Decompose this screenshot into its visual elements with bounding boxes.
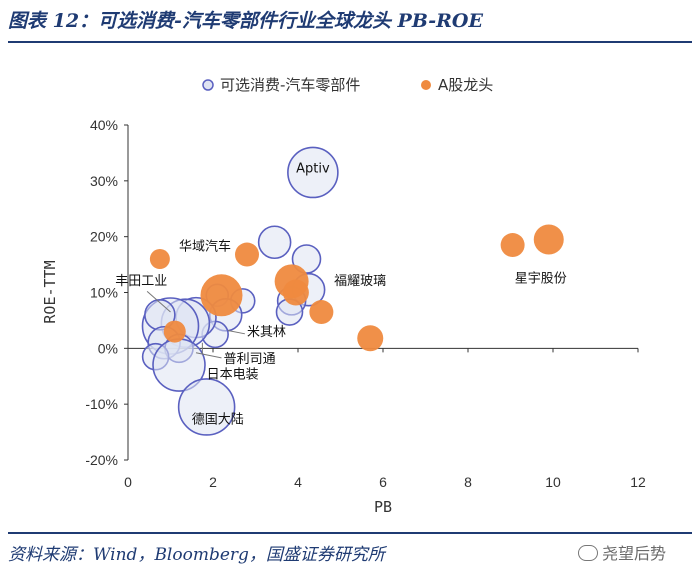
title-rule <box>8 41 692 43</box>
x-axis-title: PB <box>374 498 392 516</box>
a-share-bubble <box>149 249 170 269</box>
a-share-bubble <box>282 279 309 306</box>
a-share-bubble <box>357 325 384 352</box>
watermark-text: 尧望后势 <box>602 544 667 563</box>
y-tick-label: 30% <box>90 173 118 189</box>
global-leader-bubble <box>257 225 292 260</box>
point-label: Aptiv <box>296 161 330 176</box>
global-leader-bubble <box>177 378 236 436</box>
point-label: 星宇股份 <box>515 271 567 286</box>
a-share-bubble <box>533 224 564 255</box>
global-leader-bubble <box>291 244 322 274</box>
y-tick-label: -10% <box>85 396 118 412</box>
x-tick-label: 10 <box>545 474 561 490</box>
x-tick-label: 4 <box>294 474 302 490</box>
legend-label-global: 可选消费-汽车零部件 <box>220 76 360 94</box>
y-axis-title: ROE-TTM <box>41 260 59 323</box>
legend: 可选消费-汽车零部件 A股龙头 <box>202 76 493 94</box>
y-tick-label: 0% <box>98 340 118 356</box>
y-tick-label: 40% <box>90 117 118 133</box>
a-share-bubble <box>200 274 243 317</box>
a-share-bubble <box>500 233 525 258</box>
point-label: 日本电装 <box>207 367 259 382</box>
scatter-chart: 可选消费-汽车零部件 A股龙头 -20% -10% 0% 10% 20% 30% 40% 0 2… <box>41 76 646 516</box>
x-tick-label: 12 <box>630 474 646 490</box>
axes: -20% -10% 0% 10% 20% 30% 40% 0 2 4 6 8 10 12 <box>85 117 646 490</box>
x-tick-label: 6 <box>379 474 387 490</box>
y-tick-label: 10% <box>90 285 118 301</box>
point-label: 华域汽车 <box>179 239 231 255</box>
a-share-bubble <box>163 320 186 343</box>
point-label: 米其林 <box>247 325 286 340</box>
data-points <box>141 146 564 436</box>
legend-marker-global <box>202 79 214 91</box>
legend-marker-a-share <box>421 80 431 90</box>
y-tick-label: 20% <box>90 229 118 245</box>
wechat-icon <box>578 545 598 561</box>
point-label: 普利司通 <box>224 352 276 367</box>
label-leader-line <box>227 329 245 335</box>
x-tick-label: 2 <box>209 474 217 490</box>
global-leader-bubble <box>287 146 339 199</box>
source-note: 资料来源：Wind，Bloomberg，国盛证券研究所 <box>8 545 385 565</box>
legend-label-a-share: A股龙头 <box>438 76 493 94</box>
point-label: 福耀玻璃 <box>334 274 386 289</box>
point-label: 德国大陆 <box>192 412 244 428</box>
a-share-bubble <box>309 300 334 325</box>
label-leader-line <box>146 291 171 313</box>
watermark: 尧望后势 <box>578 540 666 564</box>
a-share-bubble <box>235 242 259 267</box>
footer-rule <box>8 532 692 534</box>
y-tick-label: -20% <box>85 452 118 468</box>
point-label: 丰田工业 <box>115 274 167 289</box>
label-leader-line <box>195 352 222 359</box>
x-tick-label: 0 <box>124 474 132 490</box>
figure-title: 图表 12：可选消费-汽车零部件行业全球龙头 PB-ROE <box>8 10 483 32</box>
x-tick-label: 8 <box>464 474 472 490</box>
